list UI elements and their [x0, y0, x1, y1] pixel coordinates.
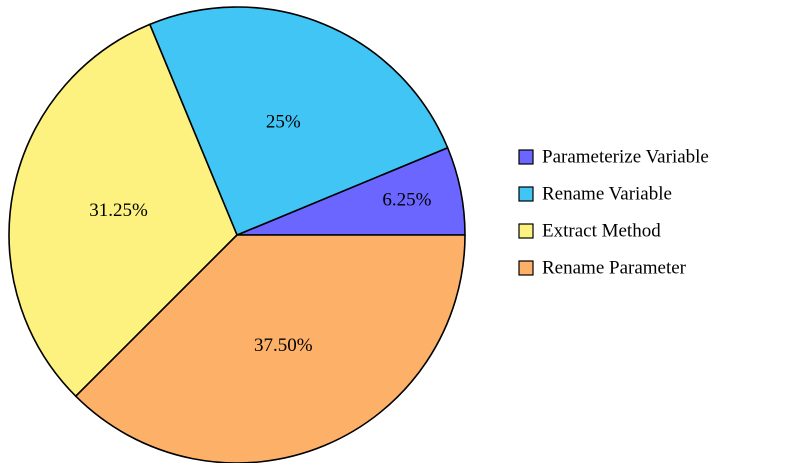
legend-label: Rename Variable [542, 183, 672, 204]
slice-label: 25% [266, 112, 301, 133]
pie-slice [8, 23, 238, 398]
legend-label: Extract Method [542, 220, 661, 241]
pie-slice [74, 234, 466, 463]
legend-label: Parameterize Variable [542, 146, 709, 167]
slice-label: 31.25% [89, 200, 148, 221]
legend-swatch [518, 186, 534, 202]
legend-swatch [518, 149, 534, 165]
pie-slice [148, 6, 449, 236]
slice-label: 6.25% [382, 190, 431, 211]
legend-swatch [518, 223, 534, 239]
slice-label: 37.50% [254, 335, 313, 356]
legend-label: Rename Parameter [542, 257, 687, 278]
legend-swatch [518, 260, 534, 276]
